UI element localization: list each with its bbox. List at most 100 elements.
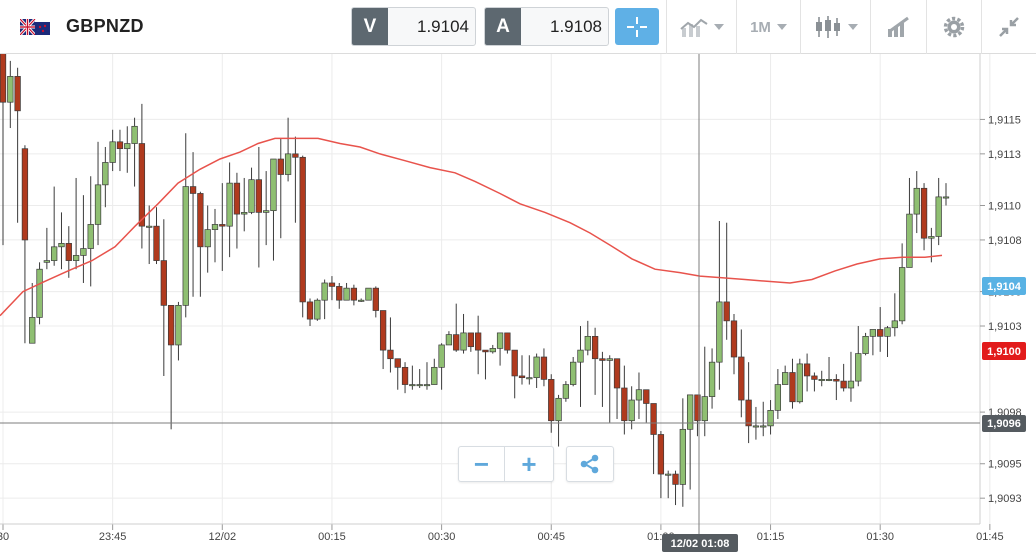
candle — [0, 54, 7, 246]
candle — [467, 332, 474, 352]
candle — [350, 284, 358, 306]
candle — [453, 303, 460, 352]
candle-body — [467, 332, 474, 348]
candle-body — [599, 358, 606, 361]
chart-type-button[interactable] — [666, 0, 736, 54]
draw-tools-button[interactable] — [870, 0, 926, 54]
candle-style-button[interactable] — [800, 0, 870, 54]
candle — [80, 195, 87, 283]
candle — [745, 362, 752, 444]
candle — [197, 191, 204, 297]
candle — [475, 315, 482, 375]
candle-body — [102, 162, 109, 186]
candle — [570, 357, 577, 387]
candle-body — [423, 384, 431, 387]
time-axis: 3023:4512/0200:1500:3000:4501:0001:1501:… — [0, 523, 1004, 543]
gear-icon — [943, 16, 965, 38]
candle-body — [555, 397, 562, 422]
candle — [496, 332, 504, 366]
candle-body — [847, 380, 855, 389]
candle — [840, 363, 847, 392]
sell-quote-box[interactable]: V 1.9104 — [351, 7, 476, 46]
candle — [292, 136, 299, 223]
zoom-in-button[interactable]: + — [506, 447, 552, 481]
candle — [708, 348, 716, 409]
candle-body — [365, 287, 372, 301]
candle — [241, 177, 248, 232]
zoom-controls: − + — [458, 446, 554, 482]
time-tick-label: 12/02 — [209, 531, 237, 543]
candle — [855, 326, 862, 387]
candle — [131, 117, 138, 187]
candle — [686, 394, 694, 490]
minus-icon: − — [473, 448, 490, 479]
candle-body — [189, 186, 197, 194]
settings-button[interactable] — [926, 0, 981, 54]
candle-body — [752, 425, 760, 428]
buy-quote-box[interactable]: A 1.9108 — [484, 7, 609, 46]
candle — [548, 374, 555, 433]
price-tick-label: 1,9103 — [988, 321, 1022, 333]
candle-body — [153, 225, 160, 261]
candle-body — [628, 399, 635, 422]
zoom-out-button[interactable]: − — [459, 447, 505, 481]
candle — [891, 293, 898, 337]
candle — [423, 362, 431, 390]
timeframe-button[interactable]: 1M — [736, 0, 800, 54]
candle — [299, 155, 306, 318]
chevron-down-icon — [713, 24, 724, 30]
candle — [431, 358, 438, 385]
candle — [635, 372, 643, 419]
candle-body — [730, 320, 738, 358]
candle-body — [606, 358, 613, 361]
candle — [898, 243, 906, 325]
crosshair-icon — [627, 16, 647, 37]
candle — [621, 365, 628, 435]
candle — [489, 344, 496, 354]
share-button[interactable] — [566, 446, 614, 482]
candle-body — [65, 243, 72, 261]
candle-body — [460, 332, 467, 351]
candle — [591, 327, 599, 395]
candle-body — [708, 361, 716, 397]
candle-body — [284, 153, 292, 175]
collapse-button[interactable] — [981, 0, 1036, 54]
bid-price-text: 1,9104 — [987, 281, 1022, 293]
candle — [738, 329, 745, 418]
candle — [533, 353, 540, 388]
candle — [358, 298, 365, 302]
candle-body — [723, 301, 730, 322]
candle — [14, 67, 21, 223]
chart-grid — [0, 54, 991, 524]
candle — [518, 355, 526, 385]
time-tick-label: 00:45 — [537, 531, 565, 543]
candle — [935, 177, 942, 246]
time-tick-label: 00:30 — [428, 531, 456, 543]
candle — [650, 403, 657, 475]
candle — [233, 172, 241, 249]
candle — [365, 287, 372, 301]
gbp-nzd-flag-icon — [20, 19, 50, 35]
ask-price-text: 1,9100 — [987, 346, 1021, 358]
candle — [665, 470, 672, 499]
symbol-title: GBPNZD — [66, 16, 144, 36]
candle — [716, 220, 723, 390]
candle — [606, 355, 613, 423]
candle-body — [862, 335, 869, 354]
candle — [694, 394, 701, 437]
candle-body — [14, 76, 21, 112]
candle-body — [591, 335, 599, 360]
price-chart[interactable]: 1,91151,91131,91101,91081,91051,91031,90… — [0, 54, 1036, 556]
crosshair-button[interactable] — [615, 8, 659, 45]
candle-body — [58, 243, 65, 248]
candle — [825, 357, 833, 382]
candle-body — [701, 396, 708, 422]
candle-body — [811, 375, 818, 380]
candle-body — [109, 141, 116, 163]
candle-body — [518, 375, 526, 379]
bid-price-label: 1,9104 — [982, 277, 1026, 295]
candle — [862, 332, 869, 356]
candle — [701, 346, 708, 437]
candle-body — [321, 282, 328, 301]
candle-body — [884, 327, 891, 337]
